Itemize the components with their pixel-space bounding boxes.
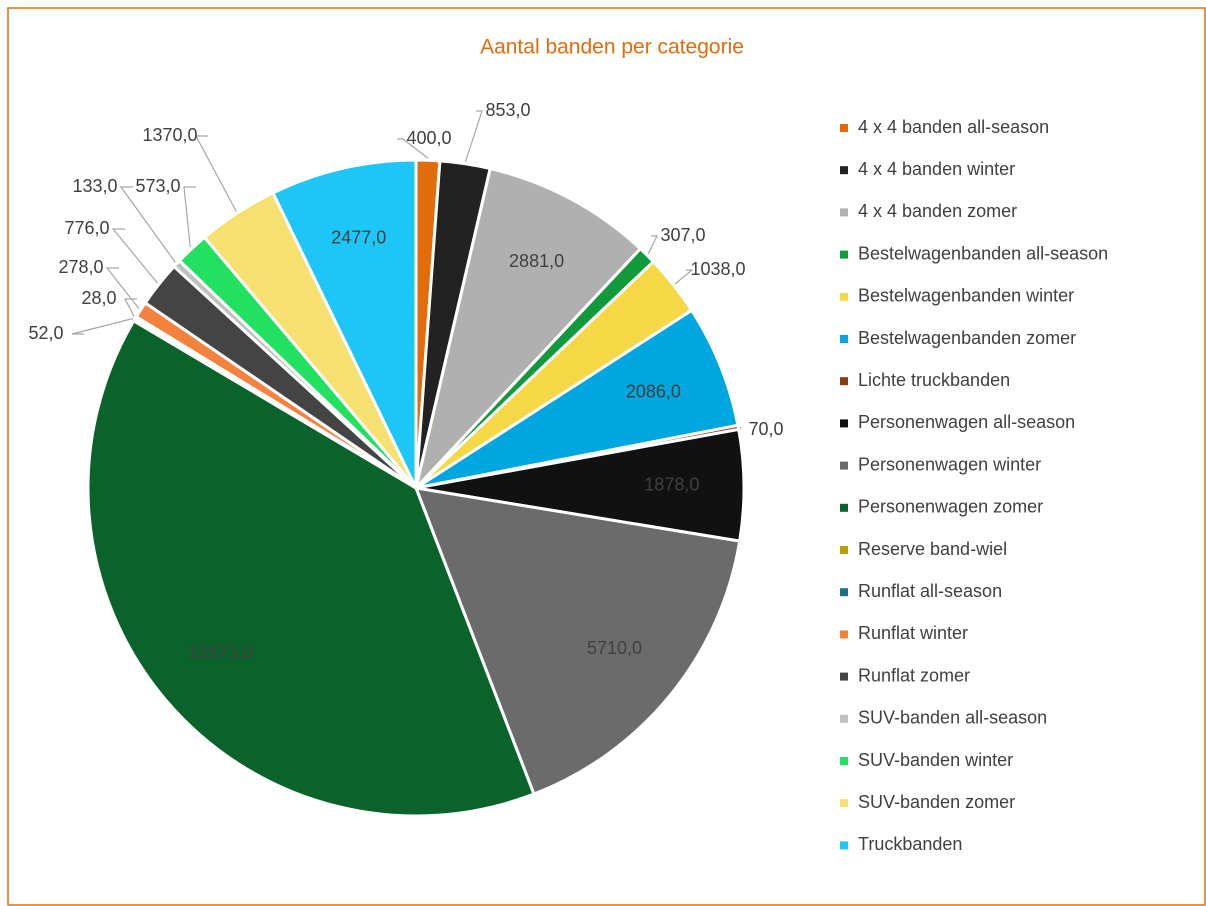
pie-slice	[86, 318, 536, 818]
leader-line	[183, 186, 196, 248]
data-label: 1878,0	[644, 475, 699, 495]
legend-label: Personenwagen winter	[858, 454, 1041, 474]
legend-swatch	[840, 377, 848, 386]
data-label: 307,0	[660, 225, 705, 245]
legend-label: Lichte truckbanden	[858, 370, 1010, 390]
data-label: 133,0	[72, 176, 117, 196]
data-label: 2477,0	[331, 227, 386, 247]
legend-swatch	[840, 841, 848, 850]
legend-label: 4 x 4 banden winter	[858, 159, 1015, 179]
legend-label: Reserve band-wiel	[858, 539, 1007, 559]
legend-swatch	[840, 503, 848, 512]
leader-line	[111, 228, 158, 284]
legend-label: 4 x 4 banden all-season	[858, 117, 1049, 137]
data-label: 5710,0	[587, 638, 642, 658]
leader-line	[464, 110, 483, 162]
data-label: 1370,0	[142, 125, 197, 145]
legend-label: Runflat zomer	[858, 665, 970, 685]
data-label: 2881,0	[509, 251, 564, 271]
leader-line	[397, 138, 429, 159]
data-label: 853,0	[485, 100, 530, 120]
legend-label: Personenwagen zomer	[858, 497, 1043, 517]
legend-swatch	[840, 166, 848, 175]
legend-swatch	[840, 757, 848, 765]
data-label: 52,0	[28, 323, 63, 343]
legend-swatch	[840, 124, 848, 132]
legend-swatch	[840, 588, 848, 597]
legend-label: Bestelwagenbanden all-season	[858, 243, 1108, 263]
legend-swatch	[840, 546, 848, 554]
legend-label: Bestelwagenbanden winter	[858, 286, 1074, 306]
legend-label: Runflat all-season	[858, 581, 1002, 601]
legend-swatch	[840, 335, 848, 343]
legend-swatch	[840, 208, 848, 217]
legend-swatch	[840, 250, 848, 259]
leader-line	[194, 135, 237, 212]
data-label: 278,0	[58, 257, 103, 277]
data-label: 2086,0	[626, 381, 681, 401]
legend-label: Personenwagen all-season	[858, 412, 1075, 432]
legend-label: Truckbanden	[858, 834, 962, 854]
legend-label: Bestelwagenbanden zomer	[858, 328, 1076, 348]
leader-line	[124, 298, 137, 317]
chart-title: Aantal banden per categorie	[480, 36, 744, 59]
pie-slice	[413, 166, 643, 494]
legend-label: SUV-banden zomer	[858, 792, 1015, 812]
legend-swatch	[840, 714, 848, 723]
leader-line	[71, 317, 133, 335]
legend-swatch	[840, 292, 848, 301]
legend-swatch	[840, 630, 848, 639]
legend-swatch	[840, 799, 848, 808]
legend-label: 4 x 4 banden zomer	[858, 201, 1017, 221]
leader-line	[119, 186, 176, 263]
data-label: 1038,0	[690, 259, 745, 279]
data-label: 13573,0	[188, 642, 253, 662]
pie-slice	[413, 486, 742, 797]
legend-label: SUV-banden winter	[858, 750, 1013, 770]
data-label: 400,0	[406, 128, 451, 148]
data-label: 70,0	[748, 419, 783, 439]
data-label: 573,0	[135, 176, 180, 196]
data-label: 776,0	[64, 218, 109, 238]
leader-line	[674, 269, 694, 285]
data-label: 28,0	[81, 288, 116, 308]
legend-swatch	[840, 461, 848, 470]
leader-line	[105, 267, 140, 310]
legend-label: Runflat winter	[858, 623, 968, 643]
pie-slice	[270, 158, 418, 489]
legend-swatch	[840, 672, 848, 681]
legend-label: SUV-banden all-season	[858, 708, 1047, 728]
pie-slice	[415, 308, 740, 490]
leader-line	[647, 235, 658, 254]
legend-swatch	[840, 419, 848, 428]
